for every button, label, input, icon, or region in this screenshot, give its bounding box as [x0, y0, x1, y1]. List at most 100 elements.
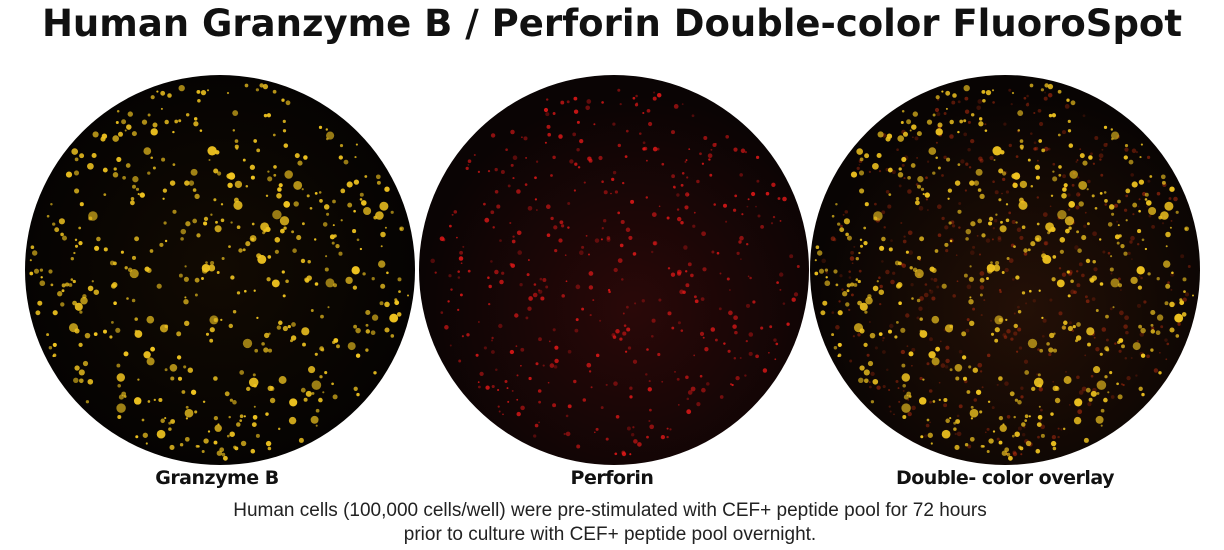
spot [52, 353, 57, 357]
spot [703, 136, 708, 140]
spot [1108, 204, 1115, 210]
spot [949, 239, 953, 243]
spot [1067, 294, 1071, 298]
spot [548, 340, 551, 343]
spot [901, 263, 907, 268]
spot [702, 267, 707, 272]
spot [734, 194, 738, 198]
spot [206, 89, 210, 92]
spot [1047, 147, 1051, 151]
spot [1110, 255, 1113, 258]
wells [25, 75, 1200, 465]
spot [210, 213, 213, 216]
spot [169, 444, 175, 450]
spot [708, 158, 711, 161]
spot [1017, 400, 1022, 405]
spot [908, 351, 914, 357]
spot [774, 358, 777, 361]
spot [738, 240, 742, 244]
spot [130, 200, 135, 206]
spot [923, 292, 929, 298]
spot [760, 326, 764, 330]
spot [840, 224, 843, 228]
spot [1147, 272, 1151, 276]
spot [1073, 290, 1077, 294]
spot [990, 319, 993, 322]
spot [282, 294, 286, 298]
spot [335, 243, 340, 249]
spot [1092, 162, 1096, 165]
spot [872, 378, 879, 385]
spot [1073, 416, 1082, 425]
spot [931, 357, 940, 366]
spot [179, 442, 184, 447]
spot [657, 352, 661, 357]
spot [991, 238, 994, 241]
spot [1057, 427, 1060, 430]
spot [253, 405, 256, 408]
spot [994, 190, 999, 195]
spot [296, 235, 302, 241]
spot [925, 176, 928, 180]
spot [30, 245, 35, 249]
spot [876, 385, 881, 390]
spot [925, 423, 930, 428]
spot [1030, 241, 1036, 247]
spot [1103, 397, 1108, 403]
spot [825, 271, 828, 274]
spot [511, 239, 516, 244]
spot [855, 278, 859, 281]
spot [325, 128, 329, 131]
spot [586, 362, 592, 368]
spot [132, 184, 136, 189]
spot [282, 325, 288, 332]
spot [281, 270, 285, 274]
spot [535, 160, 539, 163]
spot [858, 163, 861, 166]
spot [60, 232, 64, 237]
spot [739, 357, 742, 359]
spot [126, 124, 132, 130]
spot [527, 205, 533, 211]
spot [898, 261, 902, 266]
spot [1107, 251, 1111, 255]
spot [1095, 347, 1100, 352]
spot [567, 349, 572, 354]
spot [881, 236, 886, 242]
spot [605, 437, 609, 441]
spot [818, 268, 825, 274]
spot [1181, 312, 1187, 317]
spot [1038, 405, 1041, 408]
spot [1033, 111, 1036, 115]
spot [378, 260, 386, 268]
spot [658, 298, 662, 302]
spot [628, 235, 633, 240]
spot [601, 101, 604, 104]
spot [975, 389, 982, 395]
spot [938, 398, 941, 402]
spot [147, 171, 151, 175]
spot [957, 163, 961, 166]
spot [676, 208, 680, 211]
spot [156, 90, 159, 93]
spot [491, 336, 494, 340]
spot [956, 431, 962, 437]
spot [940, 363, 946, 368]
spot [534, 423, 539, 428]
spot [78, 342, 83, 348]
spot [1027, 248, 1031, 252]
spot [434, 271, 437, 274]
spot [1038, 289, 1041, 292]
spot [213, 440, 218, 445]
spot [1161, 222, 1165, 225]
spot [284, 170, 293, 179]
spot [882, 350, 886, 354]
spot [178, 84, 185, 92]
spot [772, 215, 776, 219]
spot [957, 209, 962, 214]
spot [957, 130, 960, 134]
spot [1165, 245, 1168, 248]
spot [1012, 278, 1015, 281]
spot [494, 189, 499, 194]
